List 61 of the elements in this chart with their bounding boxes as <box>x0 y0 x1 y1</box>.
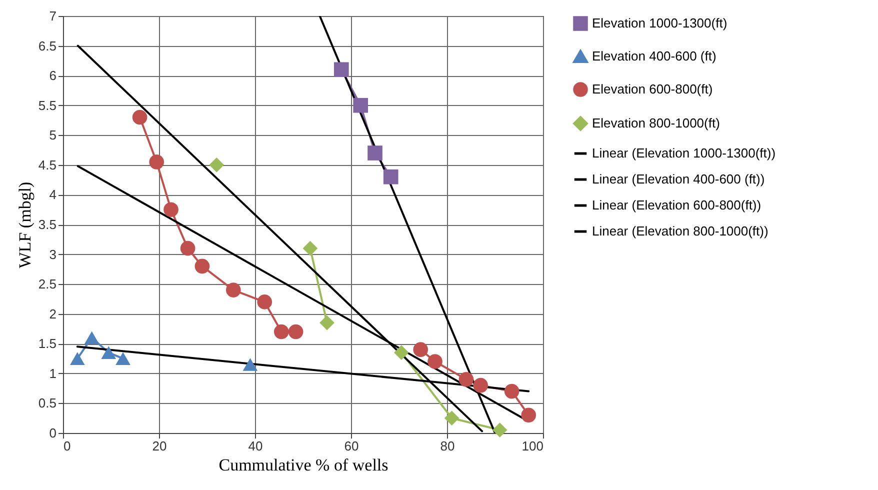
point <box>368 146 382 160</box>
point <box>226 282 241 298</box>
y-tick-label: 2.5 <box>38 276 56 292</box>
legend-label: Linear (Elevation 400-600 (ft)) <box>592 172 765 186</box>
point <box>70 352 85 365</box>
y-tick-label: 6.5 <box>38 38 56 54</box>
point <box>458 372 474 387</box>
point <box>473 378 488 393</box>
point <box>334 62 349 78</box>
point <box>383 169 398 184</box>
y-tick-label: 4.5 <box>38 157 56 172</box>
y-tick-label: 2 <box>49 306 56 322</box>
y-tick-label: 0 <box>49 426 56 440</box>
point <box>353 98 368 113</box>
point <box>444 410 460 426</box>
legend-label: Linear (Elevation 600-800(ft)) <box>592 198 762 212</box>
x-tick-label: 20 <box>152 438 167 454</box>
point <box>302 240 318 256</box>
point <box>84 331 100 344</box>
x-tick-label: 80 <box>440 438 455 454</box>
x-axis-title: Cummulative % of wells <box>218 456 388 474</box>
legend-label: Elevation 800-1000(ft) <box>592 116 720 130</box>
y-tick-label: 5.5 <box>38 98 56 113</box>
legend-label: Elevation 1000-1300(ft) <box>592 16 728 30</box>
x-tick-label: 40 <box>248 438 263 454</box>
point <box>116 352 130 365</box>
legend-label: Elevation 400-600 (ft) <box>592 48 716 64</box>
x-tick-label: 100 <box>522 438 544 454</box>
y-tick-label: 3 <box>49 246 56 262</box>
point <box>149 154 164 170</box>
point <box>394 345 409 360</box>
y-tick-label: 7 <box>49 8 56 24</box>
point <box>428 354 442 369</box>
point <box>209 158 224 172</box>
point <box>132 110 148 125</box>
point <box>492 422 508 438</box>
legend-label: Linear (Elevation 1000-1300(ft)) <box>592 146 776 160</box>
point <box>504 384 520 399</box>
y-axis-title: WLF (mbgl) <box>15 182 34 268</box>
point <box>521 408 536 423</box>
y-tick-label: 4 <box>49 187 56 202</box>
y-tick-label: 1.5 <box>38 336 56 352</box>
y-tick-label: 0.5 <box>38 396 56 411</box>
point <box>288 324 304 340</box>
point <box>164 202 178 218</box>
y-tick-label: 6 <box>49 68 56 84</box>
legend-label: Elevation 600-800(ft) <box>592 82 713 96</box>
point <box>320 315 334 330</box>
x-tick-label: 60 <box>344 438 359 454</box>
x-tick-label: 0 <box>64 438 71 454</box>
point <box>274 324 289 340</box>
y-tick-label: 3.5 <box>38 217 56 232</box>
point <box>101 346 116 359</box>
point <box>242 358 258 371</box>
point <box>257 294 272 310</box>
point <box>180 240 196 256</box>
legend-label: Linear (Elevation 800-1000(ft)) <box>592 224 768 238</box>
point <box>413 342 428 357</box>
point <box>194 258 210 274</box>
y-tick-label: 5 <box>49 128 56 143</box>
y-tick-label: 1 <box>49 366 56 381</box>
